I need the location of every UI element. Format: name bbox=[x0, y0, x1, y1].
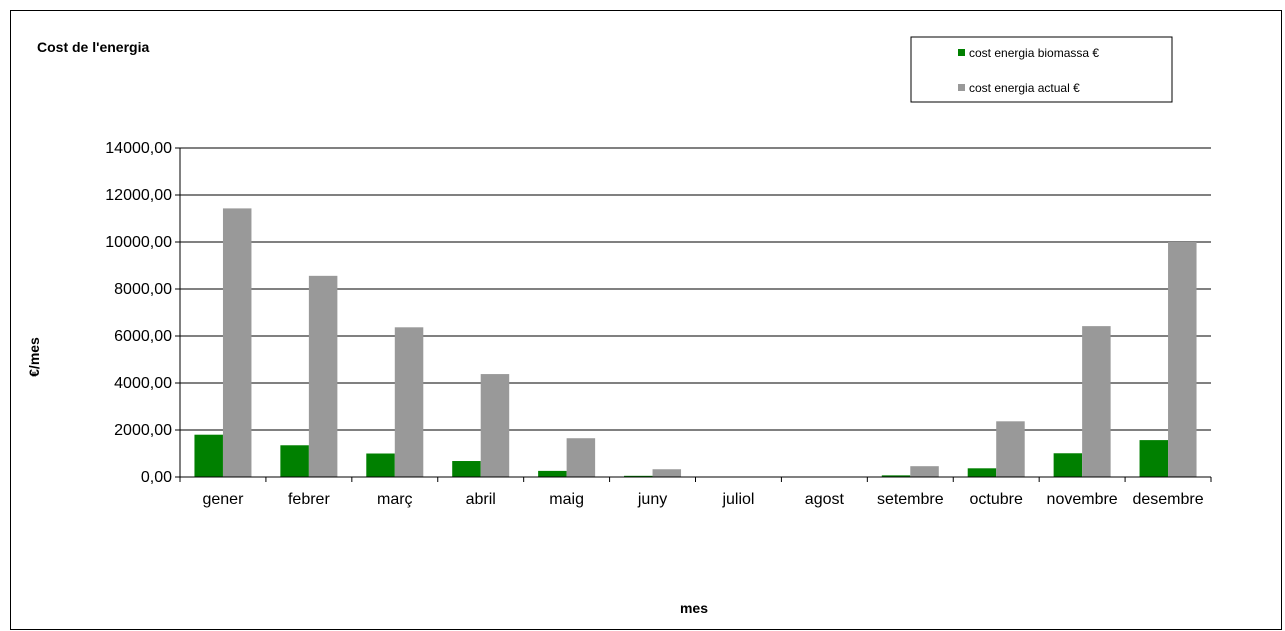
x-tick-label: maig bbox=[549, 491, 584, 508]
y-tick-label: 0,00 bbox=[141, 469, 172, 486]
x-tick-label: desembre bbox=[1132, 491, 1203, 508]
x-tick-label: agost bbox=[805, 491, 845, 508]
chart-frame: Cost de l'energia cost energia biomassa … bbox=[10, 10, 1282, 630]
y-tick-labels: 0,00 2000,00 4000,00 6000,00 8000,00 10000,00… bbox=[105, 140, 172, 486]
bar-actual bbox=[566, 438, 596, 477]
bar-biomassa bbox=[194, 434, 223, 477]
y-tick-label: 10000,00 bbox=[105, 234, 172, 251]
x-tick-label: gener bbox=[202, 491, 244, 508]
bar-actual bbox=[480, 374, 510, 477]
y-tick-label: 4000,00 bbox=[114, 375, 172, 392]
bar-actual bbox=[996, 421, 1025, 477]
bar-actual bbox=[222, 208, 252, 477]
bar-biomassa bbox=[1139, 440, 1169, 477]
x-tick-label: juliol bbox=[721, 491, 754, 508]
y-axis-title: €/mes bbox=[26, 337, 42, 377]
x-tick-label: abril bbox=[466, 491, 496, 508]
y-tick-label: 6000,00 bbox=[114, 328, 172, 345]
legend-swatch-biomassa bbox=[958, 49, 965, 56]
gridlines bbox=[175, 147, 1211, 478]
bar-biomassa bbox=[538, 470, 567, 477]
bar-biomassa bbox=[624, 475, 653, 477]
y-tick-label: 8000,00 bbox=[114, 281, 172, 298]
legend-label-actual: cost energia actual € bbox=[969, 81, 1080, 95]
x-tick-label: setembre bbox=[877, 491, 944, 508]
bar-biomassa bbox=[280, 445, 309, 477]
x-tick-label: octubre bbox=[970, 491, 1023, 508]
bar-biomassa bbox=[452, 461, 481, 477]
legend-label-biomassa: cost energia biomassa € bbox=[969, 46, 1099, 60]
bar-biomassa bbox=[366, 453, 395, 477]
y-tick-label: 12000,00 bbox=[105, 187, 172, 204]
legend-box bbox=[910, 36, 1173, 103]
chart-title: Cost de l'energia bbox=[37, 39, 149, 55]
bar-actual bbox=[1168, 242, 1197, 477]
bar-biomassa bbox=[967, 468, 997, 477]
bar-actual bbox=[652, 469, 682, 477]
bar-actual bbox=[910, 466, 939, 477]
bar-actual bbox=[1082, 326, 1111, 477]
bar-chart: Cost de l'energia cost energia biomassa … bbox=[26, 36, 1212, 616]
x-tick-label: març bbox=[377, 491, 413, 508]
x-tick-label: juny bbox=[637, 491, 667, 508]
legend-swatch-actual bbox=[958, 84, 965, 91]
bar-actual bbox=[308, 275, 338, 477]
x-tick-labels: gener febrer març abril maig juny juliol agost s… bbox=[179, 477, 1212, 508]
bar-biomassa bbox=[1053, 453, 1083, 477]
x-axis-title: mes bbox=[680, 600, 708, 616]
bar-actual bbox=[394, 327, 424, 477]
y-tick-label: 2000,00 bbox=[114, 422, 172, 439]
legend: cost energia biomassa € cost energia act… bbox=[910, 36, 1173, 103]
y-tick-label: 14000,00 bbox=[105, 140, 172, 157]
x-tick-label: novembre bbox=[1047, 491, 1118, 508]
x-tick-label: febrer bbox=[288, 491, 330, 508]
bar-biomassa bbox=[881, 475, 911, 477]
bars bbox=[194, 208, 1197, 477]
